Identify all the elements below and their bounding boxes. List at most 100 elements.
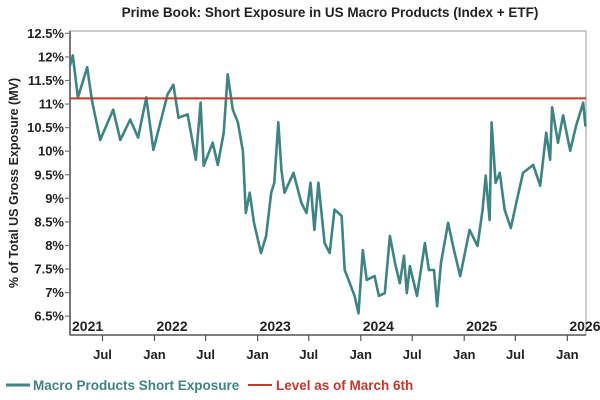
year-label: 2023 <box>260 318 291 334</box>
data-point <box>452 248 456 252</box>
data-point <box>119 138 122 142</box>
data-point <box>584 124 587 127</box>
y-tick-label: 7.5% <box>34 262 64 277</box>
data-point <box>476 244 479 248</box>
year-label: 2021 <box>72 318 103 334</box>
y-axis-label: % of Total US Gross Exposure (MV) <box>7 78 21 288</box>
data-point <box>408 264 412 268</box>
data-point <box>439 261 443 265</box>
data-point <box>373 274 376 278</box>
legend: Macro Products Short Exposure Level as o… <box>6 378 413 393</box>
data-point <box>248 191 251 194</box>
plot-frame <box>69 30 587 336</box>
data-point <box>348 281 351 285</box>
data-point <box>432 268 436 272</box>
data-point <box>86 66 89 69</box>
data-point <box>548 158 552 161</box>
data-point <box>357 312 360 315</box>
y-tick-label: 9% <box>45 191 64 206</box>
data-point <box>71 54 75 57</box>
data-point <box>328 251 331 255</box>
data-point <box>468 228 471 232</box>
data-point <box>172 83 175 86</box>
data-point <box>313 228 316 232</box>
data-point <box>309 181 312 184</box>
data-point <box>343 268 346 272</box>
data-point <box>365 278 368 282</box>
data-point <box>398 281 401 285</box>
chart-title: Prime Book: Short Exposure in US Macro P… <box>122 5 539 20</box>
data-point <box>236 121 240 124</box>
legend-label-macro: Macro Products Short Exposure <box>33 378 240 393</box>
x-tick-label: Jan <box>556 347 578 362</box>
data-point <box>231 108 234 111</box>
data-point <box>292 171 295 175</box>
data-point <box>252 221 256 225</box>
data-point <box>544 131 548 135</box>
data-point <box>481 208 484 211</box>
data-point <box>581 101 585 104</box>
year-label: 2025 <box>466 318 497 334</box>
data-point <box>509 226 513 230</box>
legend-label-level: Level as of March 6th <box>276 378 413 393</box>
data-point <box>402 254 406 258</box>
year-label: 2026 <box>569 318 600 334</box>
data-point <box>194 158 197 161</box>
data-point <box>244 211 247 215</box>
data-point <box>177 116 180 119</box>
data-point <box>393 261 397 265</box>
data-point <box>539 184 542 187</box>
data-point <box>427 268 431 272</box>
y-tick-label: 9.5% <box>34 167 64 182</box>
data-point <box>323 241 326 245</box>
data-point <box>216 163 219 167</box>
x-tick-label: Jan <box>453 347 475 362</box>
year-label: 2022 <box>156 318 187 334</box>
data-point <box>68 64 72 67</box>
x-tick-label: Jan <box>350 347 372 362</box>
data-point <box>405 291 409 295</box>
data-point <box>166 93 169 96</box>
data-point <box>415 294 419 298</box>
data-point <box>490 121 493 124</box>
series-line-macro-products <box>68 54 587 315</box>
x-tick-label: Jul <box>403 347 422 362</box>
data-point <box>503 208 506 211</box>
data-point <box>435 305 439 308</box>
data-point <box>574 124 578 127</box>
x-tick-label: Jan <box>246 347 268 362</box>
data-point <box>202 164 205 167</box>
data-point <box>446 221 450 225</box>
data-point <box>152 148 155 151</box>
data-point <box>277 121 280 124</box>
data-point <box>498 171 502 175</box>
data-point <box>521 171 525 175</box>
data-point <box>99 138 102 142</box>
data-point <box>186 113 189 116</box>
y-tick-label: 10.5% <box>27 120 64 135</box>
data-point <box>222 131 225 135</box>
data-point <box>488 218 491 222</box>
data-point <box>128 118 132 121</box>
y-tick-label: 7% <box>45 285 64 300</box>
y-tick-label: 6.5% <box>34 309 64 324</box>
y-tick-label: 11% <box>39 97 65 112</box>
data-point <box>273 181 276 184</box>
plot-area: 12.5% 12% 11.5% 11% 10.5% 10% 9.5% 9% 8.5% 8% 7.5%… <box>27 26 600 362</box>
data-point <box>423 241 427 245</box>
x-tick-label: Jan <box>143 347 165 362</box>
data-point <box>241 149 245 153</box>
data-point <box>283 191 286 194</box>
data-point <box>300 201 303 205</box>
year-label: 2024 <box>363 318 394 334</box>
x-tick-label: Jul <box>93 347 112 362</box>
data-point <box>361 248 364 252</box>
y-tick-label: 8.5% <box>34 214 64 229</box>
data-point <box>514 204 517 208</box>
data-point <box>317 181 320 184</box>
data-point <box>568 149 572 152</box>
data-point <box>550 106 554 109</box>
data-point <box>259 251 263 255</box>
data-point <box>340 214 343 217</box>
data-point <box>494 181 497 184</box>
